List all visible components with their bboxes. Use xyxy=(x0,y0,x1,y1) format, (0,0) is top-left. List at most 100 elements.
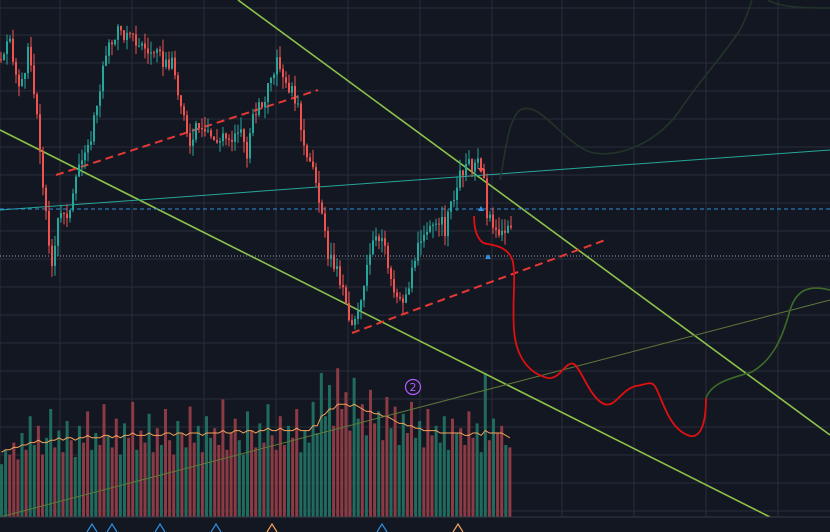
volume-bar xyxy=(323,416,327,517)
candle-body xyxy=(258,102,260,115)
candle-body xyxy=(234,133,236,142)
candle-body xyxy=(390,268,392,279)
candle-body xyxy=(195,123,197,140)
volume-bar xyxy=(369,389,372,517)
time-axis-strip[interactable] xyxy=(0,516,830,532)
volume-bar xyxy=(291,437,295,517)
volume-bar xyxy=(176,421,180,517)
candle-body xyxy=(453,199,455,202)
candle-body xyxy=(405,294,407,303)
candle-body xyxy=(444,217,446,237)
candle-body xyxy=(138,45,140,47)
volume-bar xyxy=(127,437,131,517)
volume-bar xyxy=(49,409,53,517)
candle-body xyxy=(429,225,431,232)
candle-body xyxy=(339,266,341,285)
candle-body xyxy=(273,74,275,78)
candle-body xyxy=(477,158,479,163)
candle-body xyxy=(342,285,344,288)
candle-body xyxy=(120,26,122,31)
candle-body xyxy=(222,133,224,142)
candle-body xyxy=(291,86,293,93)
time-axis-event-marker-5 xyxy=(376,522,388,532)
volume-bar xyxy=(147,413,151,517)
candle-body xyxy=(159,49,161,52)
volume-bar xyxy=(299,452,303,517)
candle-body xyxy=(495,227,497,230)
candle-body xyxy=(168,59,170,69)
volume-bar xyxy=(393,406,397,517)
candle-body xyxy=(408,288,410,295)
volume-bar xyxy=(110,447,114,517)
candle-body xyxy=(276,57,278,75)
candle-body xyxy=(372,240,374,255)
volume-bar xyxy=(389,428,393,517)
candle-body xyxy=(489,214,491,219)
volume-bar xyxy=(475,423,479,517)
candle-body xyxy=(375,236,377,241)
volume-moving-average-line xyxy=(1,403,511,453)
candle-body xyxy=(447,211,449,237)
volume-bar xyxy=(159,445,163,517)
volume-bars xyxy=(0,368,512,517)
volume-bar xyxy=(209,437,213,517)
candle-body xyxy=(0,59,2,61)
candle-body xyxy=(177,75,179,96)
candle-body xyxy=(438,223,440,225)
candle-body xyxy=(384,238,386,246)
candle-body xyxy=(141,43,143,46)
volume-bar xyxy=(36,425,40,517)
candle-body xyxy=(84,152,86,161)
volume-bar xyxy=(438,442,442,517)
volume-bar xyxy=(90,449,94,517)
volume-bar xyxy=(315,433,319,517)
volume-bar xyxy=(434,425,438,517)
candle-body xyxy=(204,129,206,132)
volume-bar xyxy=(282,445,286,517)
volume-bar xyxy=(98,445,102,517)
volume-bar xyxy=(69,440,73,517)
descending-trendline-upper xyxy=(237,0,830,436)
volume-bar xyxy=(405,433,409,517)
volume-bar xyxy=(483,373,487,517)
candle-body xyxy=(318,182,320,203)
candle-body xyxy=(201,128,203,130)
candle-body xyxy=(315,167,317,183)
volume-bar xyxy=(274,449,278,517)
volume-bar xyxy=(86,411,90,517)
candle-body xyxy=(102,65,104,92)
projection-paths[interactable] xyxy=(473,0,830,437)
candlestick-series xyxy=(0,23,512,330)
candle-body xyxy=(108,42,110,56)
volume-bar xyxy=(422,447,426,517)
volume-bar xyxy=(504,445,508,517)
candle-body xyxy=(480,158,482,170)
volume-bar xyxy=(311,401,315,517)
volume-bar xyxy=(200,452,204,517)
candle-body xyxy=(462,170,464,176)
volume-bar xyxy=(237,440,241,517)
volume-bar xyxy=(94,433,98,517)
candle-body xyxy=(309,157,311,162)
candle-body xyxy=(330,254,332,259)
candle-body xyxy=(240,129,242,133)
volume-bar xyxy=(500,425,504,517)
candle-body xyxy=(297,103,299,105)
volume-bar xyxy=(397,445,401,517)
volume-bar xyxy=(463,445,467,517)
candle-body xyxy=(492,214,494,228)
volume-bar xyxy=(16,459,20,517)
candle-body xyxy=(456,187,458,200)
candle-body xyxy=(105,55,107,66)
volume-bar xyxy=(155,428,159,517)
candle-body xyxy=(225,133,227,139)
candle-body xyxy=(357,310,359,319)
volume-bar xyxy=(487,440,491,517)
candle-body xyxy=(417,242,419,261)
candle-body xyxy=(42,151,44,188)
candle-body xyxy=(468,159,470,164)
numbered-marker-badge[interactable]: 2 xyxy=(404,378,422,396)
candle-body xyxy=(261,102,263,108)
buy-arrow-marker xyxy=(485,254,491,259)
